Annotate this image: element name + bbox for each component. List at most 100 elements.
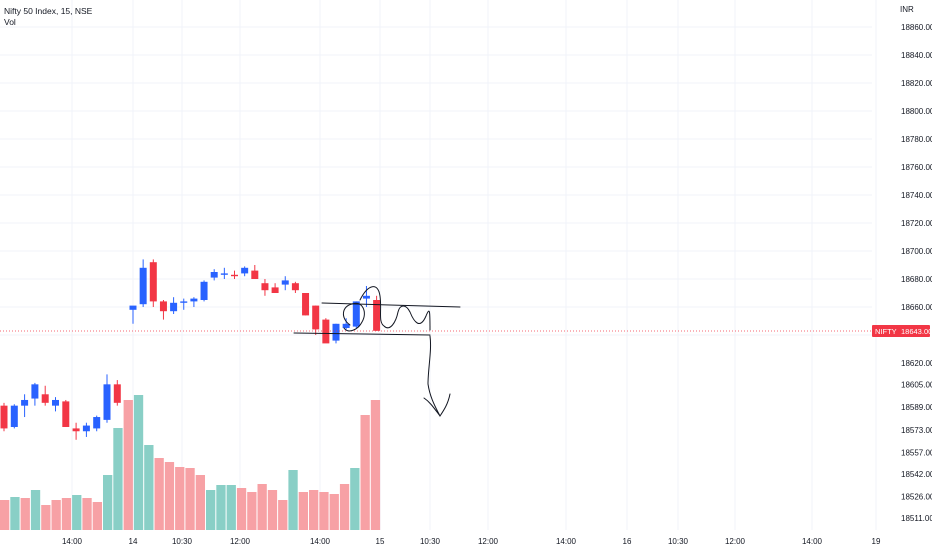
sub-candle-body bbox=[62, 401, 70, 427]
price-tick-label: 18680.00 bbox=[901, 275, 932, 284]
price-tick-label: 18740.00 bbox=[901, 191, 932, 200]
grid bbox=[0, 0, 877, 530]
time-tick-label: 14:00 bbox=[802, 537, 823, 546]
volume-bar bbox=[92, 502, 102, 530]
volume-bar bbox=[309, 490, 319, 530]
volume-bar bbox=[339, 484, 350, 530]
main-candle-body bbox=[159, 301, 167, 312]
secondary-candles bbox=[0, 374, 121, 440]
volume-bars bbox=[0, 395, 381, 530]
main-candle-body bbox=[231, 274, 238, 277]
sub-tick-label: 18542.00 bbox=[901, 470, 932, 479]
main-candle-body bbox=[241, 267, 249, 274]
main-candle-body bbox=[251, 270, 259, 279]
volume-bar bbox=[113, 428, 123, 530]
price-tick-label: 18780.00 bbox=[901, 135, 932, 144]
volume-bar bbox=[10, 497, 20, 530]
symbol-title: Nifty 50 Index, 15, NSE bbox=[4, 6, 93, 16]
price-tick-label: 18660.00 bbox=[901, 303, 932, 312]
volume-bar bbox=[0, 500, 10, 530]
time-tick-label: 14:00 bbox=[556, 537, 577, 546]
time-tick-label: 12:00 bbox=[478, 537, 499, 546]
volume-bar bbox=[175, 467, 185, 530]
time-tick-label: 10:30 bbox=[420, 537, 441, 546]
sub-candle-body bbox=[103, 384, 111, 420]
main-candle-body bbox=[362, 295, 370, 299]
main-candle-body bbox=[210, 272, 218, 278]
drawing-loop-1[interactable] bbox=[343, 302, 365, 332]
volume-bar bbox=[370, 400, 381, 530]
volume-bar bbox=[30, 490, 41, 530]
volume-bar bbox=[41, 505, 51, 530]
volume-bar bbox=[133, 395, 144, 530]
main-candle-body bbox=[291, 283, 299, 291]
price-tick-label: 18860.00 bbox=[901, 23, 932, 32]
time-tick-label: 19 bbox=[872, 537, 881, 546]
freehand-drawings[interactable] bbox=[293, 286, 461, 417]
price-tick-label: 18760.00 bbox=[901, 163, 932, 172]
main-candle-body bbox=[281, 280, 289, 285]
volume-bar bbox=[164, 462, 175, 530]
sub-candle-body bbox=[82, 425, 90, 432]
time-tick-label: 16 bbox=[623, 537, 632, 546]
main-candle-body bbox=[332, 323, 340, 341]
volume-bar bbox=[82, 498, 92, 530]
volume-bar bbox=[185, 468, 195, 530]
sub-tick-label: 18620.00 bbox=[901, 359, 932, 368]
sub-candle-body bbox=[31, 384, 39, 399]
volume-bar bbox=[247, 492, 257, 530]
trendline-top[interactable] bbox=[321, 302, 461, 308]
currency-label: INR bbox=[900, 5, 914, 14]
volume-bar bbox=[72, 495, 82, 530]
time-tick-label: 14:00 bbox=[310, 537, 331, 546]
time-tick-label: 12:00 bbox=[230, 537, 251, 546]
main-candle-body bbox=[170, 302, 178, 312]
drawing-loop-2[interactable] bbox=[359, 286, 431, 331]
legend: Nifty 50 Index, 15, NSE Vol bbox=[4, 6, 92, 28]
sub-candle-body bbox=[21, 399, 29, 406]
volume-bar bbox=[288, 470, 298, 530]
volume-bar bbox=[226, 485, 236, 530]
price-tick-label: 18700.00 bbox=[901, 247, 932, 256]
volume-label: Vol bbox=[4, 17, 16, 27]
volume-bar bbox=[236, 488, 247, 530]
main-candle-body bbox=[302, 293, 310, 316]
main-candle-body bbox=[352, 301, 360, 327]
price-tick-label: 18820.00 bbox=[901, 79, 932, 88]
sub-tick-label: 18573.00 bbox=[901, 426, 932, 435]
main-candle-body bbox=[261, 283, 269, 291]
time-tick-label: 10:30 bbox=[172, 537, 193, 546]
volume-bar bbox=[350, 468, 360, 530]
volume-bar bbox=[20, 498, 30, 530]
main-candle-body bbox=[149, 262, 157, 302]
sub-candle-body bbox=[93, 417, 101, 429]
sub-candle-body bbox=[41, 394, 49, 403]
volume-bar bbox=[360, 415, 370, 530]
main-candles bbox=[129, 259, 381, 344]
time-tick-label: 14:00 bbox=[62, 537, 83, 546]
sub-candle-body bbox=[72, 428, 80, 432]
price-axis[interactable]: 18860.00 18840.00 18820.00 18800.00 18780.00… bbox=[901, 23, 932, 523]
sub-candle-body bbox=[52, 399, 59, 406]
sub-candle-body bbox=[113, 384, 121, 403]
volume-bar bbox=[206, 490, 216, 530]
main-candle-body bbox=[312, 305, 320, 330]
last-price-label: NIFTY 18643.00 bbox=[872, 325, 932, 337]
time-axis[interactable]: 14:00 14 10:30 12:00 14:00 15 10:30 12:00 14:00 1… bbox=[62, 537, 881, 546]
time-tick-label: 12:00 bbox=[725, 537, 746, 546]
volume-bar bbox=[216, 485, 226, 530]
price-tick-label: 18720.00 bbox=[901, 219, 932, 228]
volume-bar bbox=[51, 500, 61, 530]
volume-bar bbox=[298, 492, 308, 530]
price-tick-label: 18840.00 bbox=[901, 51, 932, 60]
volume-bar bbox=[329, 494, 339, 530]
sub-tick-label: 18511.00 bbox=[901, 514, 932, 523]
volume-bar bbox=[144, 445, 154, 530]
time-tick-label: 14 bbox=[129, 537, 138, 546]
main-candle-body bbox=[271, 287, 279, 293]
trendline-bottom[interactable] bbox=[293, 332, 431, 336]
main-candle-body bbox=[373, 300, 381, 331]
drawing-arrow[interactable] bbox=[423, 335, 451, 417]
